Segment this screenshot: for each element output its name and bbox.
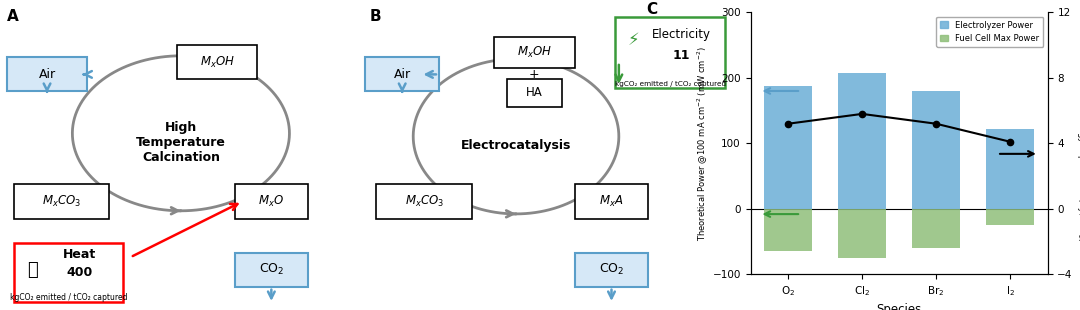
Text: $M_xCO_3$: $M_xCO_3$ [42, 194, 81, 209]
FancyBboxPatch shape [177, 45, 257, 79]
FancyBboxPatch shape [575, 184, 648, 219]
X-axis label: Species: Species [877, 303, 921, 310]
FancyBboxPatch shape [8, 57, 86, 91]
FancyBboxPatch shape [14, 184, 109, 219]
Text: ⚡: ⚡ [627, 31, 639, 49]
FancyBboxPatch shape [235, 253, 308, 287]
Bar [912, 91, 960, 209]
Bar [986, 209, 1034, 225]
FancyBboxPatch shape [575, 253, 648, 287]
Text: Electricity: Electricity [651, 28, 711, 41]
Text: 🔥: 🔥 [27, 261, 38, 279]
Bar [912, 209, 960, 248]
Legend: Electrolyzer Power, Fuel Cell Max Power: Electrolyzer Power, Fuel Cell Max Power [936, 16, 1043, 47]
Text: A: A [8, 9, 19, 24]
Text: 400: 400 [67, 266, 93, 279]
Y-axis label: Theoretical Net Energy Expenditure (GJ / tCO$_2$): Theoretical Net Energy Expenditure (GJ /… [1076, 45, 1080, 242]
Bar [838, 209, 887, 258]
Text: Air: Air [393, 68, 410, 81]
Bar [764, 86, 812, 209]
FancyBboxPatch shape [365, 57, 438, 91]
Text: $M_xO$: $M_xO$ [258, 194, 284, 209]
Text: kgCO₂ emitted / tCO₂ captured: kgCO₂ emitted / tCO₂ captured [615, 81, 726, 87]
Text: +: + [529, 68, 540, 81]
Text: CO$_2$: CO$_2$ [598, 262, 624, 277]
Text: Electrocatalysis: Electrocatalysis [461, 139, 571, 152]
Text: $M_xOH$: $M_xOH$ [517, 45, 552, 60]
Text: B: B [369, 9, 381, 24]
Text: $M_xCO_3$: $M_xCO_3$ [405, 194, 444, 209]
Text: 11: 11 [673, 49, 690, 62]
FancyBboxPatch shape [235, 184, 308, 219]
Y-axis label: Theoretical Power @100 mA cm$^{-2}$ (mW cm$^{-2}$): Theoretical Power @100 mA cm$^{-2}$ (mW … [696, 46, 710, 241]
Text: High
Temperature
Calcination: High Temperature Calcination [136, 121, 226, 164]
Text: $M_xA$: $M_xA$ [599, 194, 624, 209]
FancyBboxPatch shape [377, 184, 472, 219]
FancyBboxPatch shape [507, 79, 562, 107]
Bar [838, 73, 887, 209]
Text: CO$_2$: CO$_2$ [259, 262, 284, 277]
Text: $M_xOH$: $M_xOH$ [200, 55, 234, 69]
Bar [986, 129, 1034, 209]
FancyBboxPatch shape [14, 243, 123, 302]
Text: Air: Air [39, 68, 55, 81]
FancyBboxPatch shape [616, 17, 726, 88]
Bar [764, 209, 812, 251]
Text: Heat: Heat [63, 248, 96, 261]
Text: kgCO₂ emitted / tCO₂ captured: kgCO₂ emitted / tCO₂ captured [10, 293, 127, 302]
Text: C: C [647, 2, 658, 17]
Text: HA: HA [526, 86, 543, 100]
FancyBboxPatch shape [494, 37, 575, 68]
